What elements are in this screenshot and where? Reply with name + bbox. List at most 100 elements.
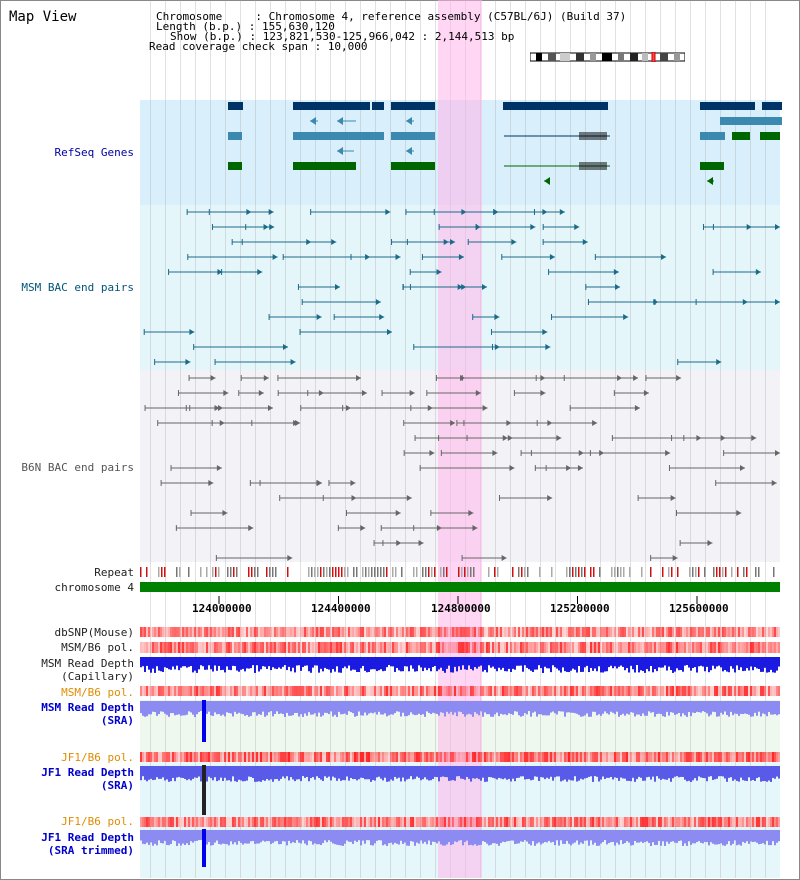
heat-cell <box>388 686 390 696</box>
depth-bar <box>466 766 468 777</box>
heat-cell <box>272 686 274 696</box>
heat-cell <box>564 642 566 653</box>
heat-cell <box>502 686 504 696</box>
depth-bar <box>608 701 610 715</box>
heat-cell <box>210 642 212 653</box>
heat-cell <box>762 752 764 762</box>
depth-bar <box>660 766 662 780</box>
heat-cell <box>426 817 428 827</box>
depth-bar <box>240 701 242 714</box>
heat-cell <box>696 642 698 653</box>
depth-bar <box>316 830 318 845</box>
depth-bar <box>700 766 702 778</box>
heat-cell <box>752 642 754 653</box>
highlight-region[interactable] <box>438 0 482 878</box>
depth-bar <box>380 701 382 715</box>
depth-bar <box>300 830 302 844</box>
heat-cell <box>192 817 194 827</box>
heat-cell <box>228 752 230 762</box>
gene-exon-block <box>228 162 242 170</box>
heat-cell <box>146 752 148 762</box>
heat-cell <box>738 686 740 696</box>
heat-cell <box>208 752 210 762</box>
repeat-mark <box>428 567 430 577</box>
depth-bar <box>446 830 448 845</box>
heat-cell <box>674 817 676 827</box>
heat-cell <box>186 752 188 762</box>
heat-cell <box>362 686 364 696</box>
heat-cell <box>686 627 688 637</box>
depth-bar <box>576 701 578 714</box>
heat-cell <box>258 817 260 827</box>
heat-cell <box>256 817 258 827</box>
depth-bar <box>732 766 734 781</box>
heat-cell <box>276 642 278 653</box>
heat-cell <box>776 817 778 827</box>
heat-cell <box>208 627 210 637</box>
bac-end-arrow <box>316 314 322 320</box>
depth-bar <box>220 657 222 671</box>
heat-cell <box>350 686 352 696</box>
heat-cell <box>458 752 460 762</box>
heat-cell <box>322 627 324 637</box>
depth-bar <box>436 701 438 714</box>
heat-cell <box>412 686 414 696</box>
depth-bar <box>484 657 486 670</box>
heat-cell <box>216 752 218 762</box>
depth-bar <box>396 657 398 668</box>
heat-cell <box>722 817 724 827</box>
depth-bar <box>222 830 224 844</box>
depth-bar <box>650 766 652 780</box>
depth-bar <box>320 766 322 780</box>
chromosome-ideogram[interactable] <box>530 52 685 62</box>
heat-cell <box>638 642 640 653</box>
heat-cell <box>452 627 454 637</box>
depth-bar <box>194 657 196 671</box>
depth-bar <box>632 766 634 778</box>
heat-cell <box>568 642 570 653</box>
heat-cell <box>470 627 472 637</box>
depth-bar <box>602 657 604 673</box>
heat-cell <box>728 627 730 637</box>
heat-cell <box>636 817 638 827</box>
depth-bar <box>760 766 762 782</box>
depth-bar <box>696 701 698 712</box>
depth-bar <box>364 830 366 844</box>
heat-cell <box>362 642 364 653</box>
heat-cell <box>200 817 202 827</box>
heat-cell <box>662 686 664 696</box>
heat-cell <box>602 752 604 762</box>
heat-cell <box>560 686 562 696</box>
depth-bar <box>254 830 256 844</box>
depth-bar <box>398 701 400 712</box>
depth-bar <box>142 657 144 667</box>
repeat-mark <box>314 567 316 577</box>
heat-cell <box>244 642 246 653</box>
heat-cell <box>418 627 420 637</box>
depth-bar <box>424 701 426 717</box>
gene-arrow <box>762 102 768 110</box>
depth-bar <box>422 657 424 672</box>
repeat-mark <box>698 567 700 577</box>
repeat-mark <box>377 567 379 577</box>
heat-cell <box>748 752 750 762</box>
heat-cell <box>362 817 364 827</box>
heat-cell <box>234 752 236 762</box>
repeat-label: Repeat <box>94 566 134 579</box>
depth-bar <box>406 830 408 846</box>
heat-cell <box>552 642 554 653</box>
page-title: Map View <box>9 9 77 25</box>
heat-cell <box>642 817 644 827</box>
heat-cell <box>236 817 238 827</box>
heat-cell <box>200 686 202 696</box>
bac-end-arrow <box>263 375 269 381</box>
depth-bar <box>508 830 510 841</box>
gene-exon-block <box>732 132 750 140</box>
depth-bar <box>742 657 744 672</box>
depth-bar <box>440 766 442 777</box>
depth-bar <box>694 830 696 844</box>
depth-bar <box>212 657 214 672</box>
heat-cell <box>500 627 502 637</box>
repeat-mark <box>641 567 643 577</box>
